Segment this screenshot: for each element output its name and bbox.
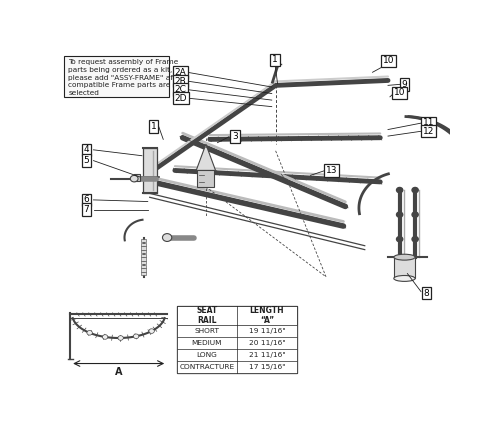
Text: 20 11/16": 20 11/16" (248, 340, 286, 346)
Bar (142, 265, 146, 268)
Text: 13: 13 (326, 166, 338, 175)
Circle shape (102, 334, 108, 339)
Bar (142, 250, 146, 253)
Text: 11: 11 (422, 119, 434, 128)
Text: LENGTH
“A”: LENGTH “A” (250, 306, 284, 326)
Text: 4: 4 (84, 145, 89, 154)
Circle shape (412, 187, 418, 193)
Circle shape (134, 334, 139, 339)
Bar (142, 261, 146, 264)
Text: 3: 3 (232, 132, 238, 141)
Text: 21 11/16": 21 11/16" (248, 352, 286, 358)
Text: A: A (115, 367, 122, 377)
Bar (142, 258, 146, 261)
Text: 9: 9 (402, 80, 407, 89)
Text: 19 11/16": 19 11/16" (248, 328, 286, 334)
Bar (177, 325, 297, 337)
Text: 17 15/16": 17 15/16" (248, 364, 285, 370)
Text: 5: 5 (84, 156, 89, 165)
Circle shape (412, 212, 418, 217)
Circle shape (118, 336, 124, 340)
Circle shape (130, 176, 138, 182)
Text: To request assembly of Frame
parts being ordered as a kit,
please add "ASSY-FRAM: To request assembly of Frame parts being… (68, 59, 184, 96)
Bar (142, 239, 146, 242)
Circle shape (149, 329, 154, 333)
Bar (142, 272, 146, 275)
Bar (198, 170, 214, 187)
Bar (177, 337, 297, 349)
FancyBboxPatch shape (64, 56, 169, 97)
Text: MEDIUM: MEDIUM (192, 340, 222, 346)
Circle shape (162, 234, 172, 241)
Circle shape (396, 212, 402, 217)
Polygon shape (196, 144, 216, 170)
Text: LONG: LONG (196, 352, 217, 358)
Circle shape (412, 237, 418, 242)
Text: 12: 12 (422, 127, 434, 136)
Text: 10: 10 (383, 57, 394, 65)
Bar (142, 243, 146, 246)
Circle shape (396, 187, 402, 193)
Bar (142, 268, 146, 272)
Bar (177, 349, 297, 361)
Bar (394, 257, 415, 278)
Ellipse shape (394, 254, 415, 260)
Text: 1: 1 (150, 122, 156, 131)
Text: 8: 8 (424, 289, 430, 298)
Bar (134, 174, 140, 181)
Text: 2A: 2A (175, 68, 186, 77)
Circle shape (87, 331, 92, 335)
Text: 6: 6 (84, 196, 89, 204)
Bar (177, 361, 297, 373)
Bar (177, 306, 297, 325)
Bar (142, 147, 156, 193)
Text: 2B: 2B (175, 76, 186, 85)
Text: SHORT: SHORT (194, 328, 220, 334)
Text: CONTRACTURE: CONTRACTURE (180, 364, 234, 370)
Text: 10: 10 (394, 88, 406, 97)
Circle shape (396, 237, 402, 242)
Text: 2D: 2D (174, 94, 187, 102)
Bar (142, 246, 146, 250)
Text: 7: 7 (84, 205, 89, 214)
Text: 1: 1 (272, 55, 278, 64)
Text: SEAT
RAIL: SEAT RAIL (196, 306, 218, 326)
Text: 2C: 2C (175, 85, 186, 94)
Ellipse shape (394, 275, 415, 281)
Bar (177, 306, 297, 373)
Bar (142, 254, 146, 257)
